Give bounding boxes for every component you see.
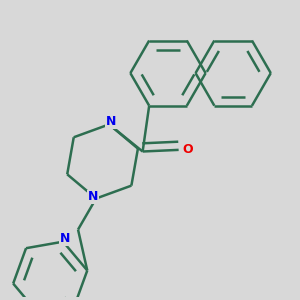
Text: N: N bbox=[88, 190, 98, 203]
Text: N: N bbox=[59, 232, 70, 245]
Text: O: O bbox=[182, 143, 193, 156]
Text: N: N bbox=[106, 115, 116, 128]
